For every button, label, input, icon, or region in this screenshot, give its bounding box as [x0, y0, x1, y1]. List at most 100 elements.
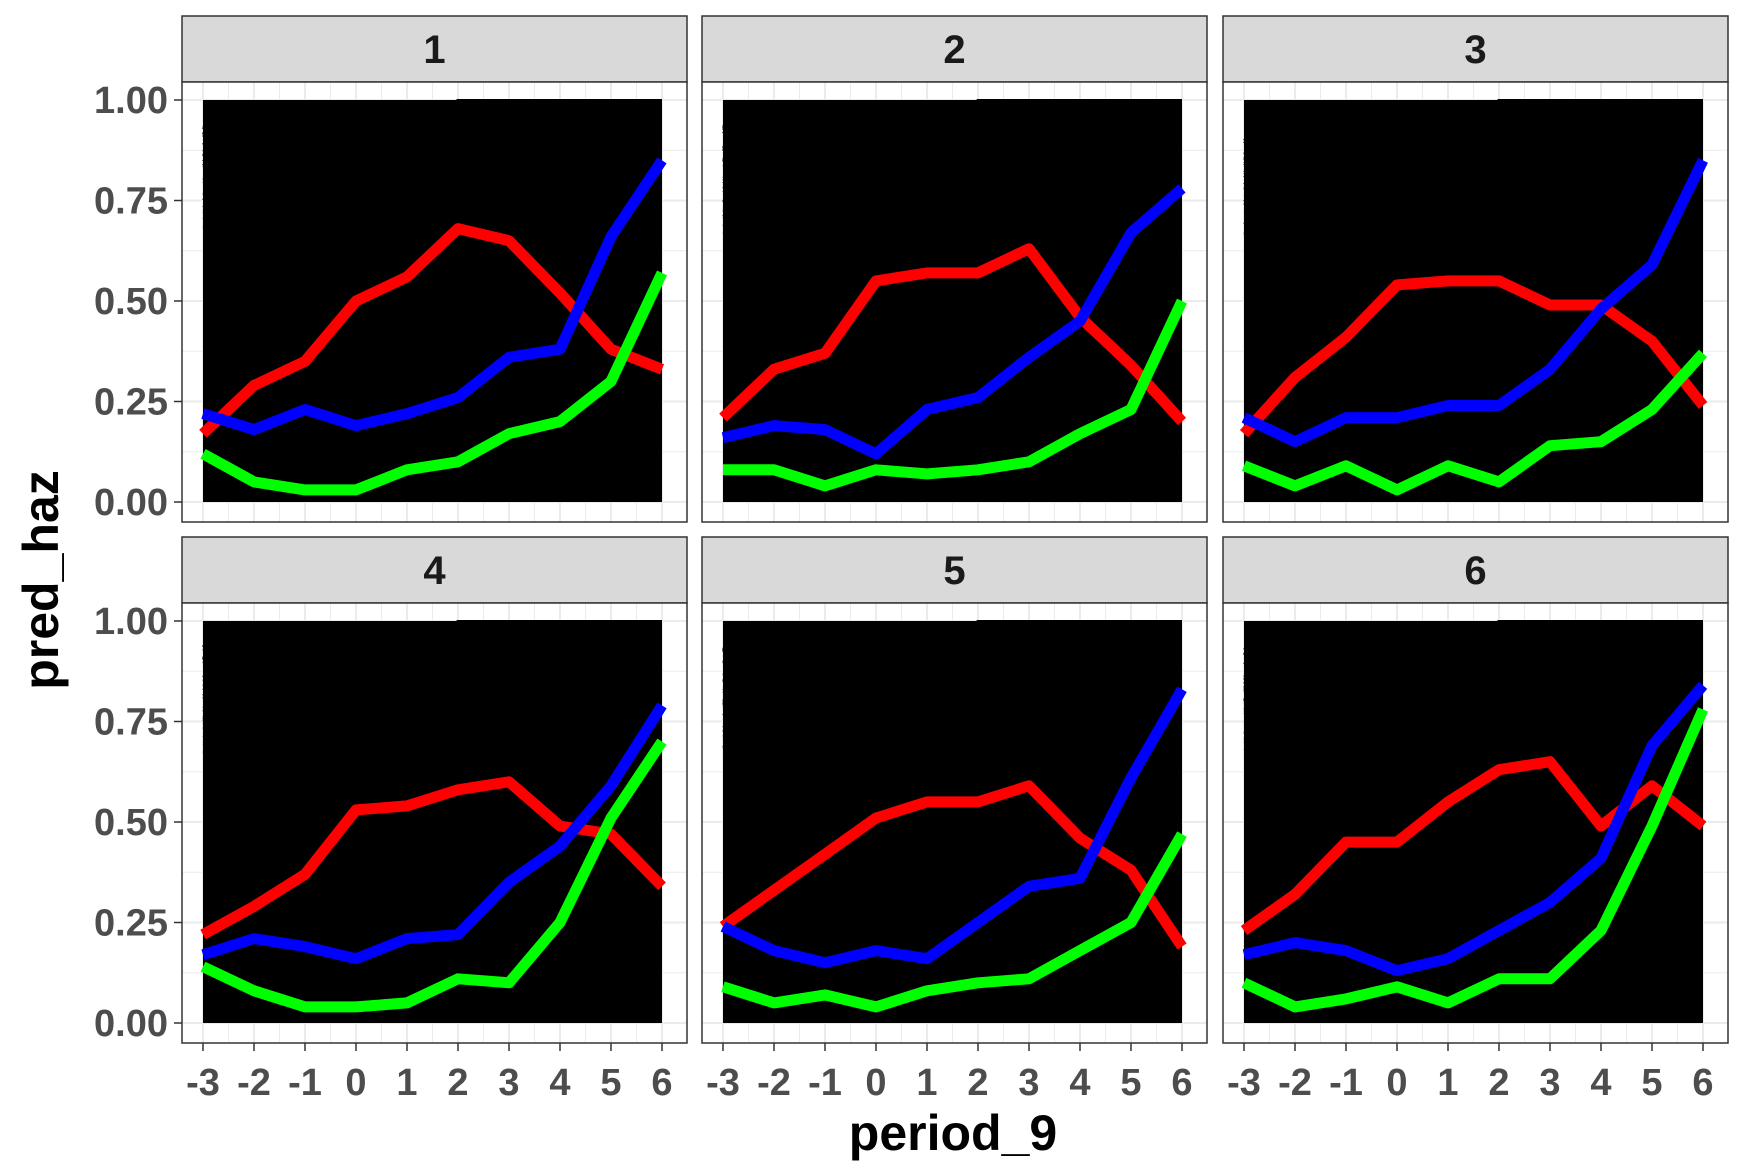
facet-panel-2: 2 [701, 15, 1208, 523]
individual-lines [1243, 620, 1703, 814]
y-axis-title: pred_haz [13, 470, 69, 690]
facet-strip-label: 5 [943, 549, 965, 593]
x-axis: -3 -2 -1 0 1 2 3 4 5 6 [186, 1043, 673, 1104]
series-line-3 [1241, 349, 1708, 496]
individual-line [202, 620, 662, 795]
y-axis: 0.00 0.25 0.50 0.75 1.00 [94, 601, 182, 1045]
facet-strip-label: 2 [943, 28, 965, 72]
x-tick-label: 1 [396, 1062, 417, 1104]
individual-lines [202, 620, 662, 819]
x-tick-label: 3 [1539, 1062, 1560, 1104]
facet-strip [1222, 536, 1729, 604]
series-line-2 [721, 184, 1186, 460]
series-line-3 [721, 831, 1187, 1013]
panel-border [181, 602, 688, 1044]
y-axis: 0.00 0.25 0.50 0.75 1.00 [94, 80, 182, 524]
x-tick-label: 4 [1069, 1062, 1090, 1104]
y-tick-label: 0.00 [94, 1003, 168, 1045]
x-tick-label: 1 [1437, 1062, 1458, 1104]
panel-border [701, 81, 1208, 523]
x-tick-label: -1 [808, 1062, 842, 1104]
facet-strip [701, 15, 1208, 83]
y-tick-label: 0.75 [94, 181, 168, 223]
series-line-1 [200, 776, 666, 940]
facet-strip-label: 3 [1464, 28, 1486, 72]
series-line-1 [719, 243, 1187, 426]
x-tick-label: -2 [1278, 1062, 1312, 1104]
panel-border [181, 81, 688, 523]
x-tick-label: -3 [1227, 1062, 1261, 1104]
facet-panel-1: 1 [181, 15, 688, 523]
series-line-2 [201, 702, 667, 965]
series-line-1 [199, 223, 665, 438]
facet-panel-3: 3 [1222, 15, 1729, 523]
individual-lines-band [1244, 621, 1703, 1023]
y-tick-label: 1.00 [94, 601, 168, 643]
facet-strip [181, 15, 688, 83]
x-axis: -3 -2 -1 0 1 2 3 4 5 6 [1227, 1043, 1714, 1104]
x-tick-label: 5 [600, 1062, 621, 1104]
x-tick-label: 5 [1641, 1062, 1662, 1104]
series-line-3 [200, 738, 667, 1013]
x-tick-label: 0 [865, 1062, 886, 1104]
series-line-3 [1241, 707, 1709, 1013]
x-tick-label: 1 [916, 1062, 937, 1104]
panel-border [701, 602, 1208, 1044]
x-tick-label: 6 [651, 1062, 672, 1104]
individual-lines [202, 99, 662, 298]
x-axis-title: period_9 [849, 1105, 1057, 1161]
x-tick-label: 6 [1171, 1062, 1192, 1104]
y-tick-label: 0.00 [94, 482, 168, 524]
x-axis: -3 -2 -1 0 1 2 3 4 5 6 [706, 1043, 1193, 1104]
x-tick-label: -1 [1329, 1062, 1363, 1104]
facet-panel-5: 5 [701, 536, 1208, 1044]
y-tick-label: 0.25 [94, 903, 168, 945]
x-tick-label: 3 [498, 1062, 519, 1104]
y-tick-label: 1.00 [94, 80, 168, 122]
panel-border [1222, 602, 1729, 1044]
x-tick-label: 2 [967, 1062, 988, 1104]
individual-line [722, 99, 1182, 241]
x-tick-label: 3 [1018, 1062, 1039, 1104]
series-line-2 [201, 157, 667, 436]
x-tick-label: 5 [1120, 1062, 1141, 1104]
series-line-2 [720, 686, 1187, 969]
series-line-3 [723, 298, 1187, 492]
y-tick-label: 0.50 [94, 802, 168, 844]
x-tick-label: -2 [757, 1062, 791, 1104]
x-tick-label: 2 [1488, 1062, 1509, 1104]
individual-line [202, 99, 662, 265]
x-tick-label: -3 [706, 1062, 740, 1104]
x-tick-label: 4 [1590, 1062, 1611, 1104]
y-tick-label: 0.50 [94, 281, 168, 323]
series-line-1 [1239, 275, 1708, 438]
facet-panel-6: 6 [1222, 536, 1729, 1044]
facet-strip [181, 536, 688, 604]
individual-line [1243, 620, 1703, 747]
individual-lines [722, 99, 1182, 295]
individual-line [722, 620, 1182, 771]
x-tick-label: -3 [186, 1062, 220, 1104]
panel-border [1222, 81, 1729, 523]
x-axes-layer: -3 -2 -1 0 1 2 3 4 5 6 -3 -2 -1 0 1 2 3 4 5 6 -3 -2 -1 0 1 2 3 4 5 6 [186, 1043, 1714, 1104]
x-tick-label: -1 [288, 1062, 322, 1104]
x-tick-label: 0 [1386, 1062, 1407, 1104]
facet-strip-label: 4 [423, 549, 446, 593]
x-tick-label: 0 [345, 1062, 366, 1104]
x-tick-label: 4 [549, 1062, 570, 1104]
panels-layer: 1 2 3 4 5 6 [181, 15, 1729, 1044]
individual-line [1243, 99, 1703, 298]
x-tick-label: 6 [1692, 1062, 1713, 1104]
facet-panel-4: 4 [181, 536, 688, 1044]
x-tick-label: 2 [447, 1062, 468, 1104]
y-axes-layer: 0.00 0.25 0.50 0.75 1.00 0.00 0.25 0.50 0.75 1.00 [94, 80, 182, 1045]
individual-lines [722, 620, 1182, 811]
facet-strip-label: 6 [1464, 549, 1486, 593]
series-line-1 [719, 780, 1187, 950]
individual-lines [1243, 99, 1703, 298]
facet-strip-label: 1 [423, 28, 445, 72]
x-tick-label: -2 [237, 1062, 271, 1104]
series-line-2 [1242, 681, 1708, 977]
y-tick-label: 0.75 [94, 702, 168, 744]
